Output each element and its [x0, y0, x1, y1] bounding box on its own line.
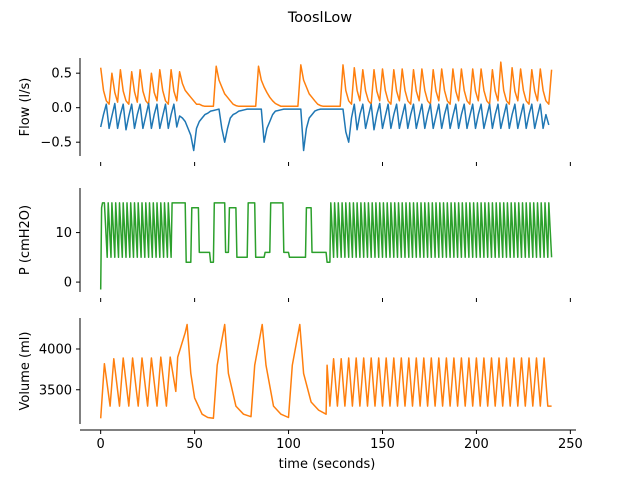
flow-series-1-line — [99, 102, 550, 152]
xtick-label-3: 150 — [370, 437, 395, 452]
xtick-label-2: 100 — [276, 437, 301, 452]
flow-ytick-label-1: 0.0 — [51, 101, 72, 116]
xtick-label-1: 50 — [186, 437, 203, 452]
chart-title: TooslLow — [287, 10, 352, 26]
volume-ytick-label-1: 3500 — [39, 383, 72, 398]
pressure-y-axis-label: P (cmH2O) — [18, 205, 33, 275]
pressure-ytick-label-0: 10 — [55, 226, 72, 241]
xtick-label-5: 250 — [558, 437, 583, 452]
panel-pressure: 10 0 P (cmH2O) — [18, 188, 571, 302]
flow-ytick-label-2: −0.5 — [40, 136, 72, 151]
x-axis-label: time (seconds) — [279, 457, 376, 472]
panel-flow: 0.5 0.0 −0.5 Flow (l/s) — [18, 58, 571, 166]
panel-volume: 4000 3500 0 50 100 150 200 250 Volume (ml) — [18, 318, 583, 452]
pressure-series-0-line — [99, 202, 553, 290]
xtick-label-4: 200 — [464, 437, 489, 452]
flow-y-axis-label: Flow (l/s) — [18, 78, 33, 137]
flow-ytick-label-0: 0.5 — [51, 67, 72, 82]
volume-ytick-label-0: 4000 — [39, 342, 72, 357]
volume-y-axis-label: Volume (ml) — [18, 332, 33, 411]
volume-series-0-line — [99, 323, 552, 420]
xtick-label-0: 0 — [97, 437, 105, 452]
pressure-ytick-label-1: 0 — [64, 276, 72, 291]
flow-series-0-line — [99, 61, 553, 108]
